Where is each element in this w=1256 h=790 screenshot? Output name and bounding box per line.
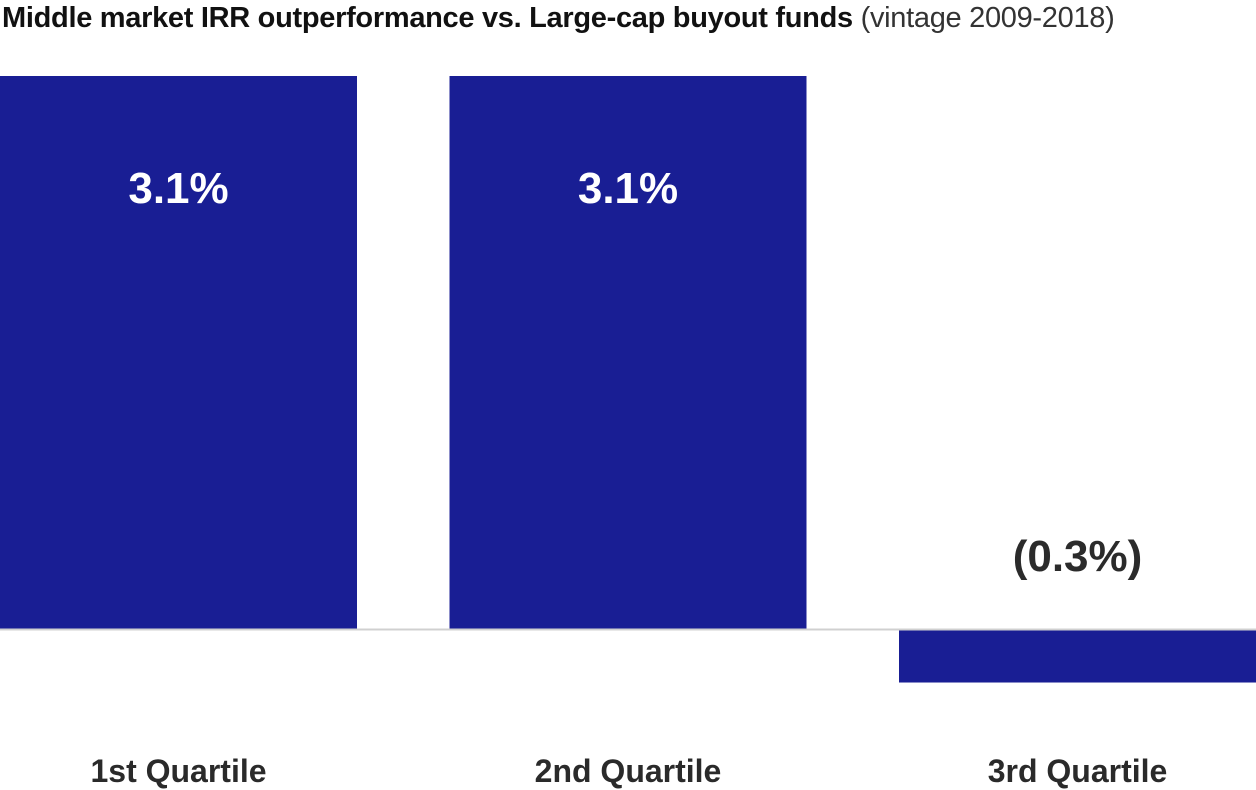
chart-subtitle: (vintage 2009-2018): [860, 2, 1115, 34]
category-labels-group: 1st Quartile 2nd Quartile 3rd Quartile: [90, 753, 1167, 789]
bars-group: [0, 76, 1256, 683]
category-label-3: 3rd Quartile: [988, 753, 1168, 789]
bar-3: [899, 629, 1256, 683]
chart-title-main: Middle market IRR outperformance vs. Lar…: [2, 2, 853, 34]
bar-2: [449, 76, 807, 629]
value-labels-group: 3.1% 3.1% (0.3%): [128, 164, 1142, 581]
chart-title: Middle market IRR outperformance vs. Lar…: [2, 2, 1115, 35]
category-label-2: 2nd Quartile: [535, 753, 722, 789]
category-label-1: 1st Quartile: [90, 753, 266, 789]
bar-1: [0, 76, 357, 629]
value-label-1: 3.1%: [128, 164, 228, 213]
value-label-3: (0.3%): [1013, 532, 1143, 581]
value-label-2: 3.1%: [578, 164, 678, 213]
